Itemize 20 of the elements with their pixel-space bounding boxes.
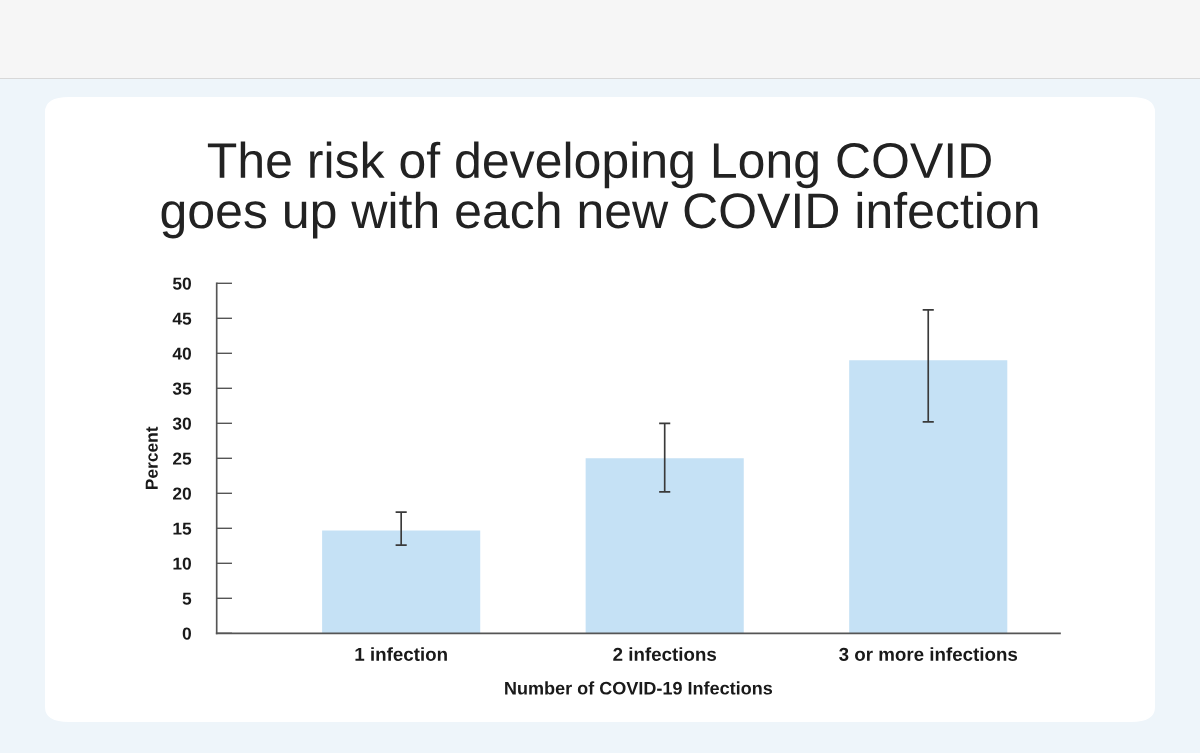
chart-title: The risk of developing Long COVID goes up with each new COVID infection xyxy=(161,141,1038,239)
y-tick-label: 50 xyxy=(172,277,191,290)
bar xyxy=(322,530,481,634)
y-tick-label: 10 xyxy=(173,557,191,570)
y-tick-label: 20 xyxy=(172,487,191,500)
bar xyxy=(849,360,1008,634)
x-tick-label: 2 infections xyxy=(613,647,717,661)
y-tick-label: 30 xyxy=(172,417,191,430)
x-axis-title: Number of COVID-19 Infections xyxy=(505,681,773,695)
bar xyxy=(585,458,744,634)
y-tick-label: 5 xyxy=(182,592,192,605)
y-axis-title: Percent xyxy=(145,426,158,489)
y-tick-label: 35 xyxy=(172,382,192,395)
y-tick-label: 25 xyxy=(172,452,192,465)
y-tick-label: 15 xyxy=(173,522,192,535)
x-tick-label: 1 infection xyxy=(355,647,447,661)
y-tick-label: 45 xyxy=(172,312,192,325)
y-tick-label: 40 xyxy=(172,347,191,360)
y-tick-label: 0 xyxy=(182,627,191,640)
x-tick-label: 3 or more infections xyxy=(839,647,1018,661)
